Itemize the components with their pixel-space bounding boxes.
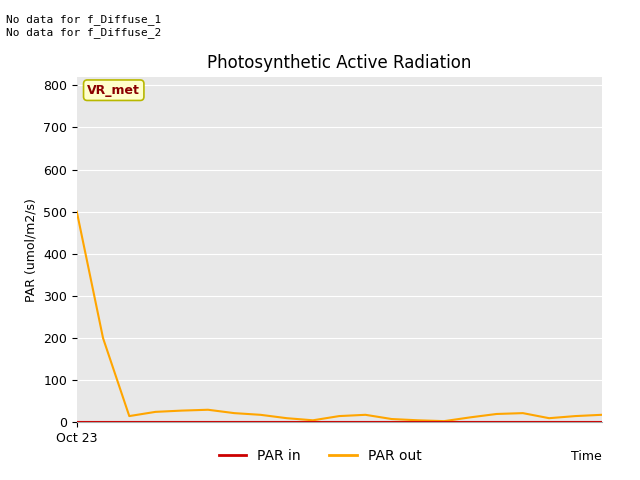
Text: No data for f_Diffuse_1
No data for f_Diffuse_2: No data for f_Diffuse_1 No data for f_Di… <box>6 14 162 38</box>
Legend: PAR in, PAR out: PAR in, PAR out <box>213 443 427 468</box>
Text: Time: Time <box>571 450 602 463</box>
Text: VR_met: VR_met <box>87 84 140 96</box>
Title: Photosynthetic Active Radiation: Photosynthetic Active Radiation <box>207 54 472 72</box>
Y-axis label: PAR (umol/m2/s): PAR (umol/m2/s) <box>24 198 38 301</box>
